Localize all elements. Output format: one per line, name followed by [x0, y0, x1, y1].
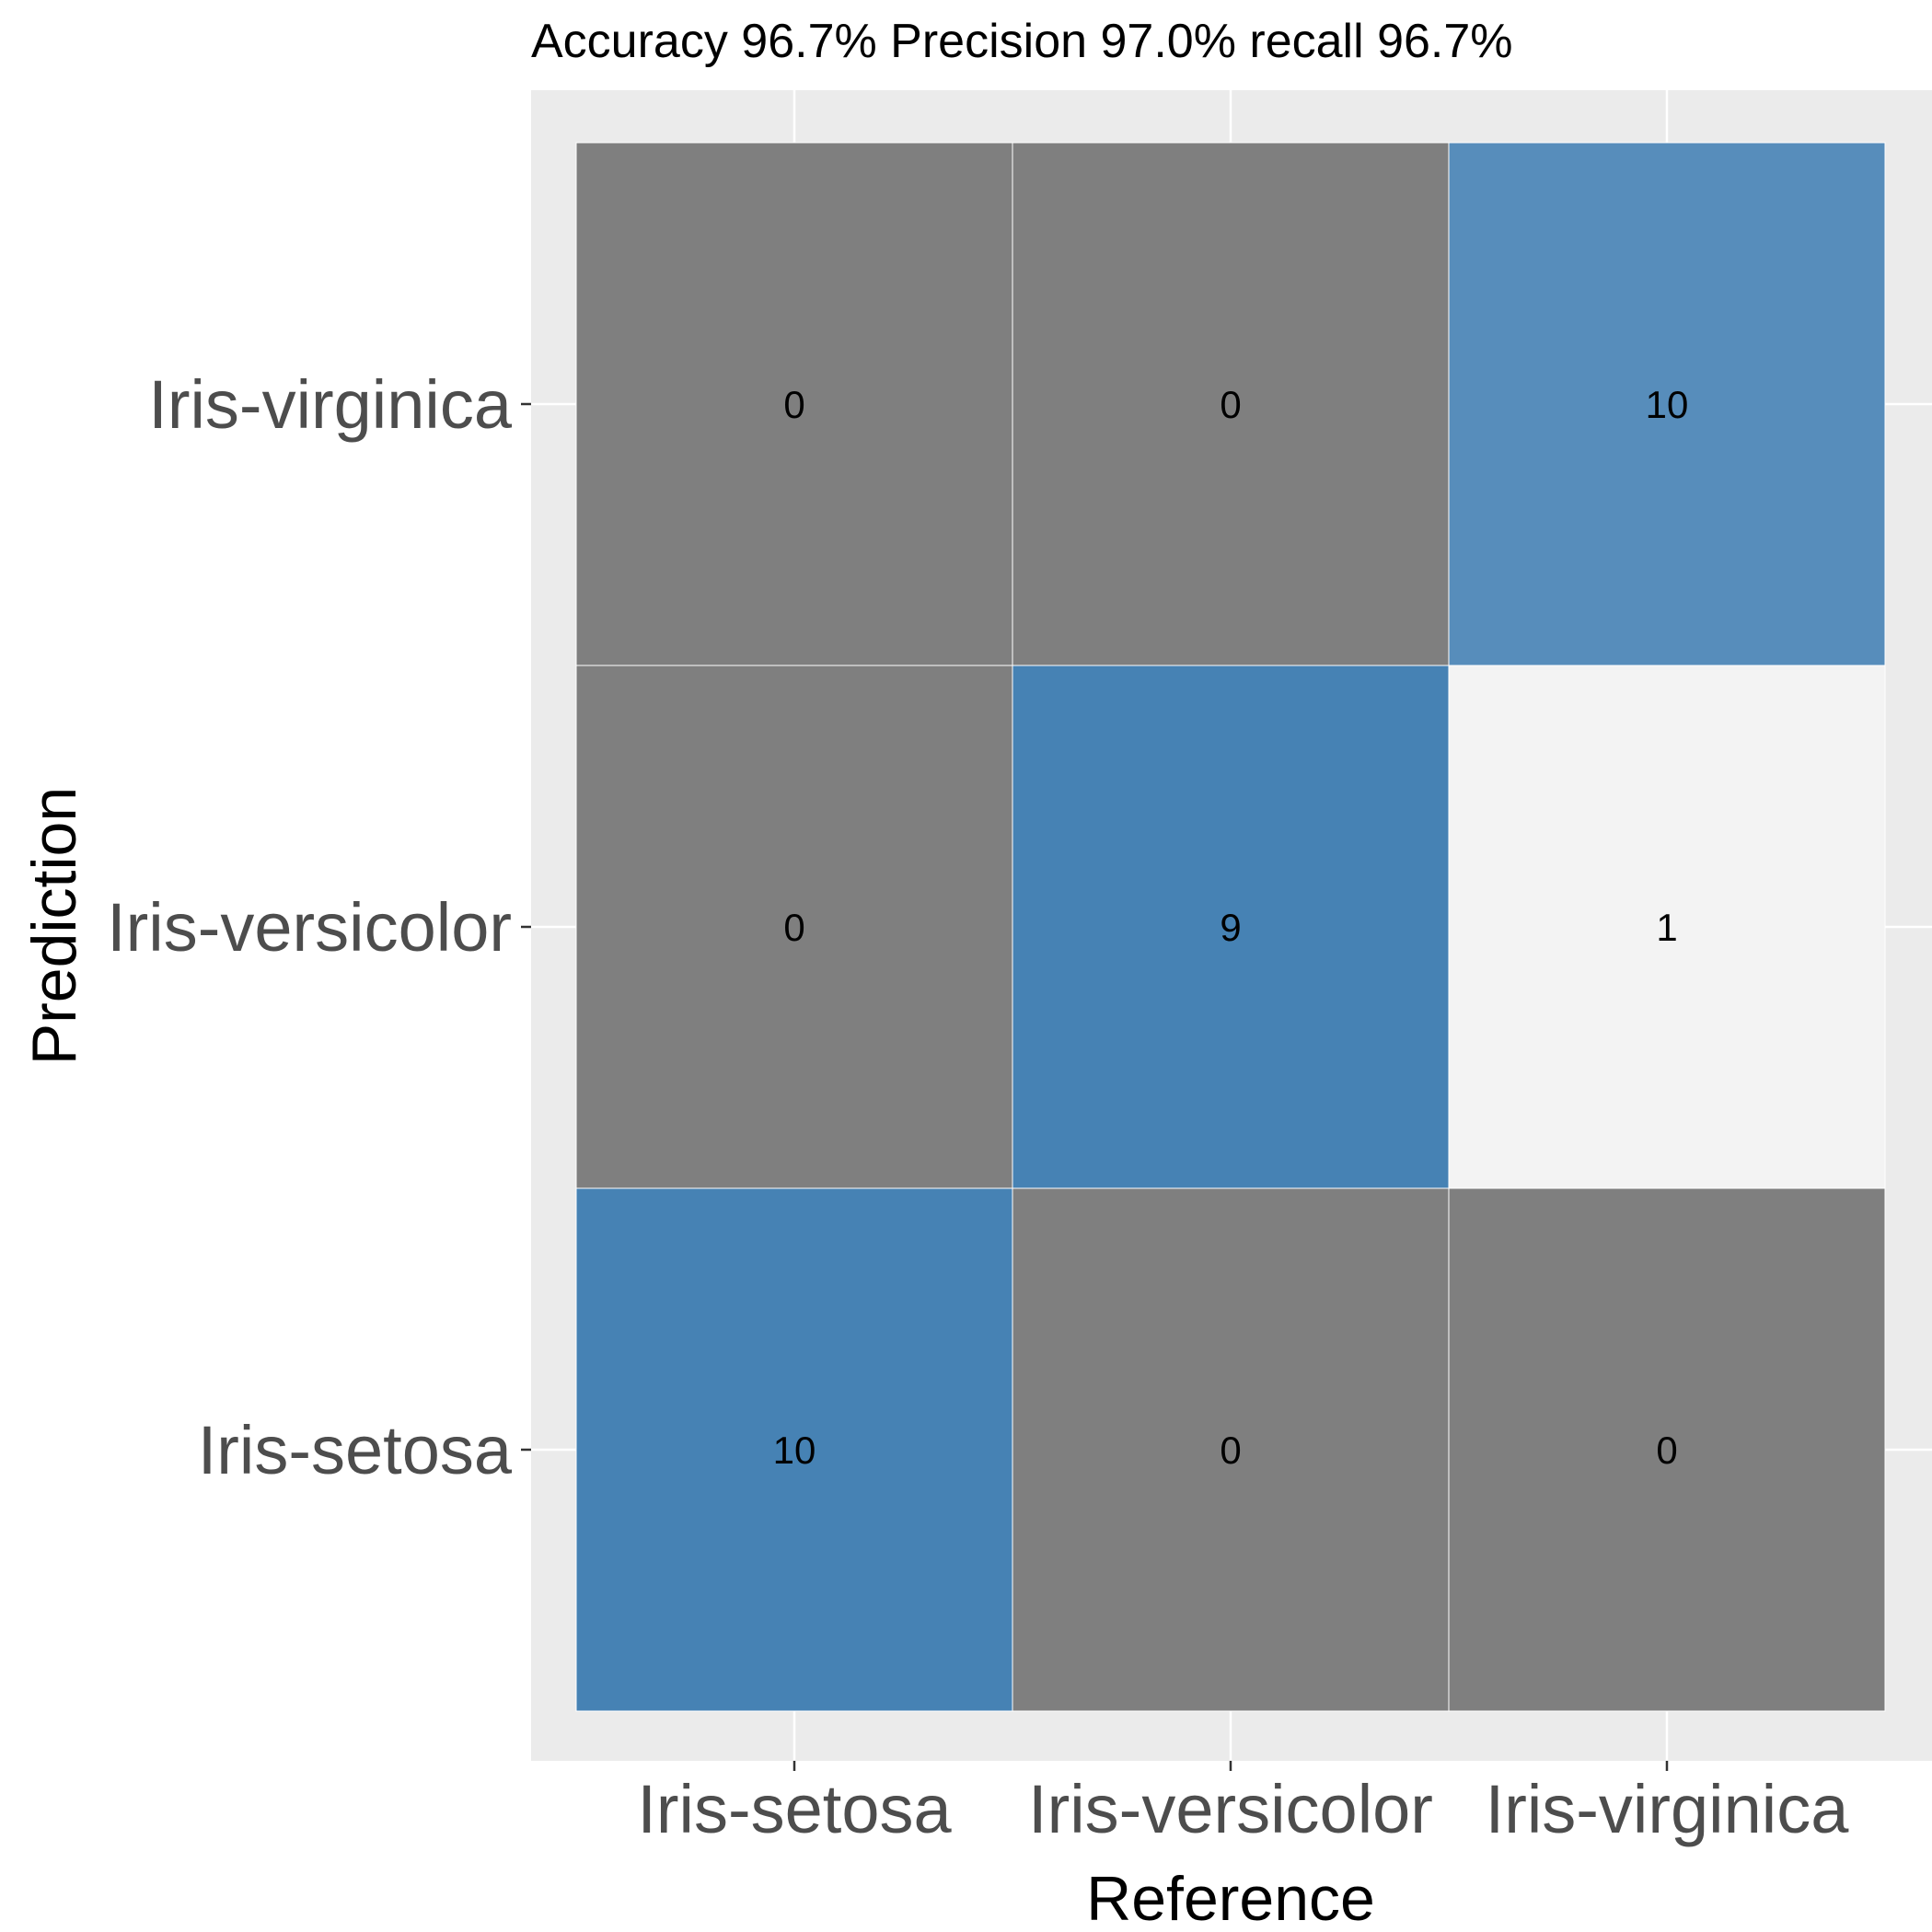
cell-ref-iris-versicolor-pred-iris-versicolor [1012, 665, 1450, 1189]
heatmap-cells [575, 142, 1886, 1712]
cell-ref-iris-virginica-pred-iris-virginica-value: 10 [1646, 383, 1689, 426]
axis-ticks [521, 402, 1669, 1771]
cell-ref-iris-versicolor-pred-iris-virginica [1012, 142, 1450, 666]
cell-ref-iris-versicolor-pred-iris-virginica-value: 0 [1220, 383, 1241, 426]
x-axis-label: Reference [1086, 1864, 1375, 1932]
cell-ref-iris-virginica-pred-iris-virginica [1448, 142, 1886, 666]
x-tick-labels: Iris-setosa Iris-versicolor Iris-virginica [637, 1771, 1849, 1847]
cell-ref-iris-setosa-pred-iris-versicolor-value: 0 [783, 906, 804, 949]
cell-ref-iris-versicolor-pred-iris-versicolor-value: 9 [1220, 906, 1241, 949]
cell-ref-iris-virginica-pred-iris-versicolor [1448, 665, 1886, 1189]
x-tick-label-iris-setosa: Iris-setosa [637, 1771, 952, 1847]
x-tick-label-iris-virginica: Iris-virginica [1486, 1771, 1850, 1847]
y-tick-label-iris-virginica: Iris-virginica [148, 366, 513, 443]
chart-title: Accuracy 96.7% Precision 97.0% recall 96… [531, 15, 1513, 68]
cell-ref-iris-virginica-pred-iris-setosa-value: 0 [1656, 1429, 1677, 1472]
cell-ref-iris-setosa-pred-iris-virginica-value: 0 [783, 383, 804, 426]
cell-ref-iris-setosa-pred-iris-setosa-value: 10 [773, 1429, 816, 1472]
y-tick-labels: Iris-setosa Iris-versicolor Iris-virginica [107, 366, 513, 1488]
y-axis-label: Prediction [19, 787, 89, 1065]
cell-ref-iris-versicolor-pred-iris-setosa-value: 0 [1220, 1429, 1241, 1472]
cell-value-labels: 10 0 00 9 10 0 10 [773, 383, 1689, 1472]
y-tick-label-iris-versicolor: Iris-versicolor [107, 889, 512, 966]
cell-ref-iris-virginica-pred-iris-setosa [1448, 1187, 1886, 1712]
y-tick-label-iris-setosa: Iris-setosa [198, 1412, 513, 1488]
cell-ref-iris-setosa-pred-iris-versicolor [575, 665, 1013, 1189]
cell-ref-iris-virginica-pred-iris-versicolor-value: 1 [1656, 906, 1677, 949]
cell-ref-iris-versicolor-pred-iris-setosa [1012, 1187, 1450, 1712]
x-tick-label-iris-versicolor: Iris-versicolor [1028, 1771, 1433, 1847]
cell-ref-iris-setosa-pred-iris-virginica [575, 142, 1013, 666]
